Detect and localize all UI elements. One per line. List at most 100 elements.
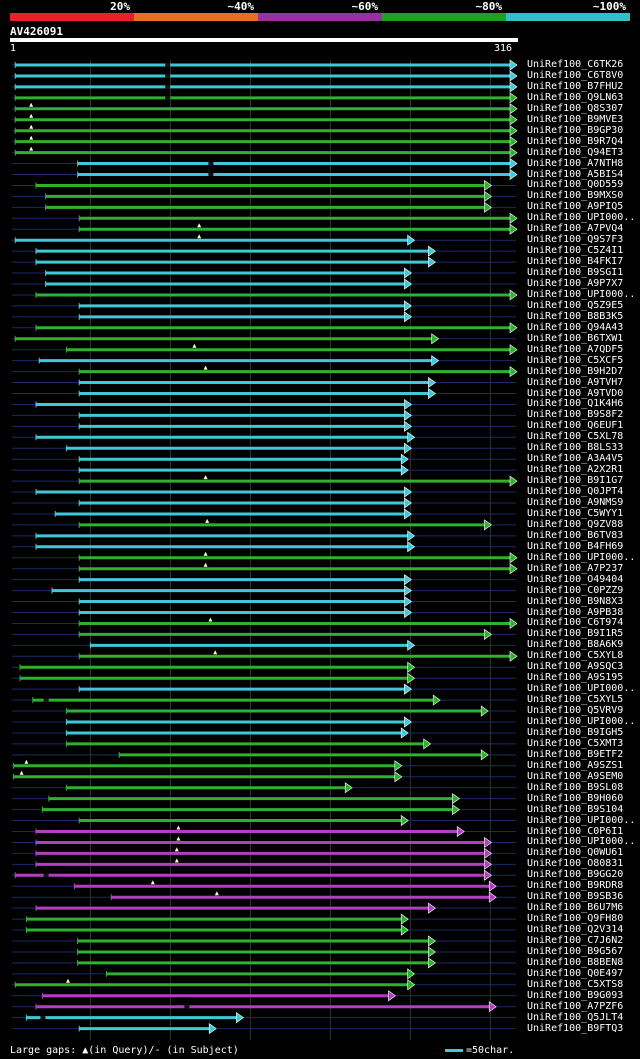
hit-arrow-icon xyxy=(484,179,492,192)
hit-name[interactable]: UniRef100_C5XYL8 xyxy=(527,650,624,662)
hit-name[interactable]: UniRef100_A9SZS1 xyxy=(527,759,624,771)
hit-name[interactable]: UniRef100_B9H2D7 xyxy=(527,365,624,377)
hit-name[interactable]: UniRef100_O80831 xyxy=(527,858,624,870)
hit-name[interactable]: UniRef100_C5XCF5 xyxy=(527,354,624,366)
hit-name[interactable]: UniRef100_UPI000.. xyxy=(527,683,636,695)
hit-name[interactable]: UniRef100_C7J6N2 xyxy=(527,935,624,946)
hit-name[interactable]: UniRef100_B9SL08 xyxy=(527,781,624,793)
hit-name[interactable]: UniRef100_B9RDR8 xyxy=(527,880,624,892)
hit-name[interactable]: UniRef100_A7QDF5 xyxy=(527,343,624,355)
hit-name[interactable]: UniRef100_Q8S307 xyxy=(527,102,624,114)
hit-name[interactable]: UniRef100_Q94A43 xyxy=(527,321,624,333)
hit-name[interactable]: UniRef100_Q5VRV9 xyxy=(527,705,624,717)
hit-name[interactable]: UniRef100_C5XL78 xyxy=(527,431,624,443)
hit-name[interactable]: UniRef100_A9S195 xyxy=(527,672,624,684)
hit-arrow-icon xyxy=(452,804,460,816)
hit-name[interactable]: UniRef100_B9I1R5 xyxy=(527,628,624,640)
hit-name[interactable]: UniRef100_A7PZF6 xyxy=(527,1000,624,1012)
hit-name[interactable]: UniRef100_UPI000.. xyxy=(527,551,636,563)
hit-name[interactable]: UniRef100_C5Z4I1 xyxy=(527,245,624,257)
hit-name[interactable]: UniRef100_Q9LN63 xyxy=(527,91,624,103)
hit-name[interactable]: UniRef100_B4FKI7 xyxy=(527,256,624,268)
hit-arrow-icon xyxy=(428,902,436,914)
hit-name[interactable]: UniRef100_B9GP30 xyxy=(527,124,624,136)
hit-name[interactable]: UniRef100_UPI000.. xyxy=(527,836,636,848)
hit-name[interactable]: UniRef100_B9I1G7 xyxy=(527,475,624,487)
hit-name[interactable]: UniRef100_A9SQC3 xyxy=(527,661,624,673)
hit-name[interactable]: UniRef100_B8BEN8 xyxy=(527,956,624,968)
hit-name[interactable]: UniRef100_Q1K4H6 xyxy=(527,398,624,410)
hit-name[interactable]: UniRef100_B9H060 xyxy=(527,792,624,804)
hit-name[interactable]: UniRef100_Q5Z9E5 xyxy=(527,299,624,311)
hit-name[interactable]: UniRef100_B9SGI1 xyxy=(527,267,624,279)
hit-name[interactable]: UniRef100_O49404 xyxy=(527,573,624,585)
hit-name[interactable]: UniRef100_B6U7M6 xyxy=(527,902,624,914)
hit-name[interactable]: UniRef100_B9GG20 xyxy=(527,869,624,881)
hit-arrow-icon xyxy=(400,924,409,936)
subject-gap-mark xyxy=(165,95,171,100)
hit-name[interactable]: UniRef100_B9MXS0 xyxy=(527,190,624,202)
hit-name[interactable]: UniRef100_Q0E497 xyxy=(527,967,624,979)
hit-name[interactable]: UniRef100_A9SEM0 xyxy=(527,770,624,782)
hit-name[interactable]: UniRef100_A3A4V5 xyxy=(527,453,624,465)
hit-name[interactable]: UniRef100_B8LS33 xyxy=(527,442,624,454)
hit-name[interactable]: UniRef100_B9G093 xyxy=(527,989,624,1001)
hit-name[interactable]: UniRef100_C5XMT3 xyxy=(527,737,624,749)
hit-name[interactable]: UniRef100_C6TK26 xyxy=(527,59,624,70)
hit-name[interactable]: UniRef100_A9TVD0 xyxy=(527,387,624,399)
hit-arrow-icon xyxy=(509,289,518,301)
hit-name[interactable]: UniRef100_A9PB38 xyxy=(527,606,624,618)
hit-name[interactable]: UniRef100_B6TXW1 xyxy=(527,332,624,344)
hit-name[interactable]: UniRef100_B9FTQ3 xyxy=(527,1022,624,1034)
subject-gap-mark xyxy=(43,698,49,703)
hit-name[interactable]: UniRef100_B9SB36 xyxy=(527,891,624,903)
hit-name[interactable]: UniRef100_C0PZZ9 xyxy=(527,584,624,596)
hit-name[interactable]: UniRef100_Q0WU61 xyxy=(527,847,624,859)
hit-name[interactable]: UniRef100_C5XTS8 xyxy=(527,978,624,990)
hit-name[interactable]: UniRef100_B8B3K5 xyxy=(527,310,624,322)
hit-name[interactable]: UniRef100_A7P237 xyxy=(527,562,624,574)
hit-name[interactable]: UniRef100_UPI000.. xyxy=(527,288,636,300)
hit-name[interactable]: UniRef100_Q9FH80 xyxy=(527,913,624,925)
hit-name[interactable]: UniRef100_A7NTH8 xyxy=(527,157,624,169)
hit-name[interactable]: UniRef100_Q9S7F3 xyxy=(527,234,624,246)
hit-name[interactable]: UniRef100_Q6EUF1 xyxy=(527,420,624,432)
hit-name[interactable]: UniRef100_B9S104 xyxy=(527,803,624,815)
hit-name[interactable]: UniRef100_A7PVQ4 xyxy=(527,223,624,235)
hit-name[interactable]: UniRef100_Q5JLT4 xyxy=(527,1011,624,1023)
hit-name[interactable]: UniRef100_B8A6K9 xyxy=(527,639,624,651)
hit-name[interactable]: UniRef100_A2X2R1 xyxy=(527,464,624,476)
hit-name[interactable]: UniRef100_UPI000.. xyxy=(527,212,636,224)
hit-name[interactable]: UniRef100_B9G567 xyxy=(527,945,624,957)
query-gap-icon xyxy=(174,858,179,863)
hit-name[interactable]: UniRef100_C6T8V0 xyxy=(527,69,624,81)
hit-name[interactable]: UniRef100_Q2V314 xyxy=(527,924,624,936)
hit-name[interactable]: UniRef100_B6TV83 xyxy=(527,529,624,541)
hit-name[interactable]: UniRef100_A9TVH7 xyxy=(527,376,624,388)
hit-name[interactable]: UniRef100_Q94ET3 xyxy=(527,146,624,158)
hit-name[interactable]: UniRef100_B9ETF2 xyxy=(527,748,624,760)
hit-name[interactable]: UniRef100_B4FH69 xyxy=(527,540,624,552)
hit-name[interactable]: UniRef100_C5WYY1 xyxy=(527,507,624,519)
hit-name[interactable]: UniRef100_B7FHU2 xyxy=(527,80,624,92)
legend-label-4: ~80% xyxy=(475,0,503,13)
hit-name[interactable]: UniRef100_A9P7X7 xyxy=(527,278,624,289)
hit-name[interactable]: UniRef100_B9MVE3 xyxy=(527,113,624,125)
hit-arrow-icon xyxy=(509,475,518,487)
hit-name[interactable]: UniRef100_B9IGH5 xyxy=(527,726,624,738)
hit-name[interactable]: UniRef100_B9N8X3 xyxy=(527,595,624,607)
hit-name[interactable]: UniRef100_B9S8F2 xyxy=(527,409,624,421)
hit-name[interactable]: UniRef100_A5BIS4 xyxy=(527,168,624,180)
hit-name[interactable]: UniRef100_C6T974 xyxy=(527,617,624,629)
hit-arrow-icon xyxy=(431,355,440,367)
hit-name[interactable]: UniRef100_UPI000.. xyxy=(527,716,636,727)
hit-name[interactable]: UniRef100_C5XYL5 xyxy=(527,694,624,706)
hit-name[interactable]: UniRef100_C0P6I1 xyxy=(527,825,624,837)
hit-name[interactable]: UniRef100_UPI000.. xyxy=(527,814,636,826)
hit-name[interactable]: UniRef100_Q0JPT4 xyxy=(527,486,624,498)
hit-name[interactable]: UniRef100_B9R7Q4 xyxy=(527,135,624,147)
hit-name[interactable]: UniRef100_A9PIQ5 xyxy=(527,201,624,213)
hit-name[interactable]: UniRef100_A9NMS9 xyxy=(527,497,624,508)
hit-name[interactable]: UniRef100_Q9ZV88 xyxy=(527,518,624,530)
hit-name[interactable]: UniRef100_Q0D559 xyxy=(527,179,624,191)
